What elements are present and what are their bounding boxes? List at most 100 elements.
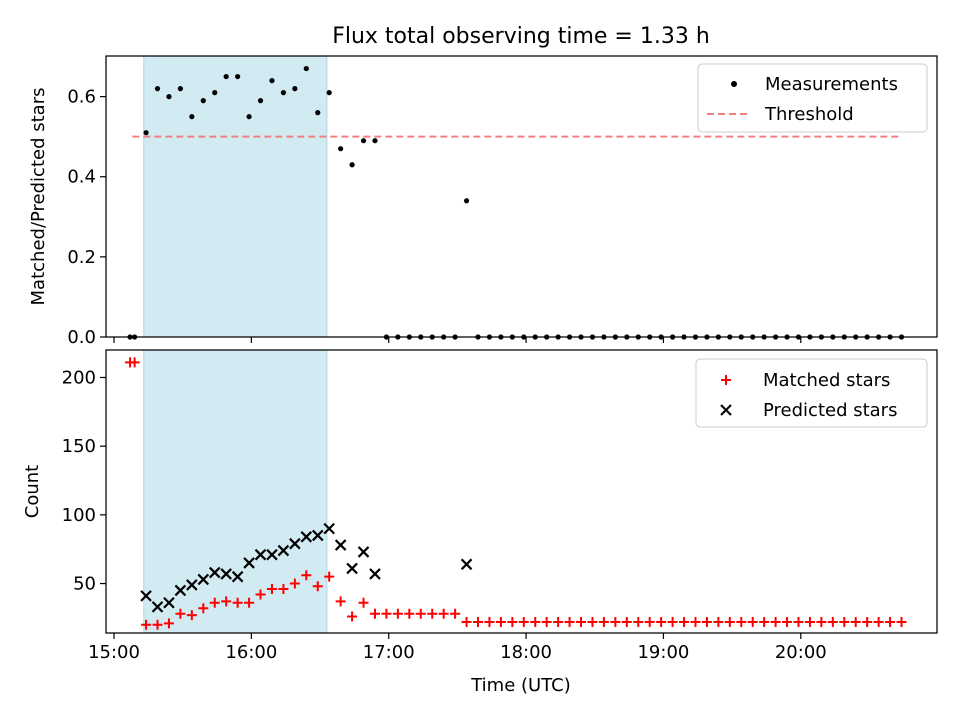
matched-star-point	[885, 617, 896, 628]
measurement-point	[338, 146, 344, 152]
bottom-y-axis-label: Count	[22, 465, 43, 518]
predicted-star-point	[243, 557, 255, 569]
matched-star-point	[644, 617, 655, 628]
predicted-star-point	[311, 529, 324, 542]
matched-star-point	[770, 617, 781, 628]
legend-label-threshold: Threshold	[764, 104, 854, 125]
matched-star-point	[438, 608, 449, 619]
measurement-point	[257, 98, 264, 104]
matched-star-point	[198, 603, 209, 614]
measurement-point	[154, 86, 161, 92]
matched-star-point	[850, 617, 861, 628]
matched-star-point	[690, 617, 701, 628]
predicted-star-point	[460, 558, 473, 571]
x-tick-label: 17:00	[363, 642, 415, 663]
matched-star-point	[186, 610, 197, 621]
measurement-point	[315, 110, 321, 116]
x-tick-label: 15:00	[88, 642, 140, 663]
measurement-point	[143, 130, 149, 136]
x-tick-label: 19:00	[637, 642, 689, 663]
measurement-point	[177, 86, 184, 92]
top-legend-box	[697, 63, 928, 133]
matched-star-point	[129, 357, 140, 368]
matched-star-point	[289, 578, 300, 589]
predicted-star-point	[140, 590, 152, 602]
y-tick-label: 100	[62, 505, 96, 526]
measurement-point	[223, 73, 229, 80]
measurement-point	[372, 138, 378, 144]
matched-star-point	[278, 584, 289, 595]
y-tick-label: 0.0	[67, 327, 96, 348]
predicted-star-point	[254, 548, 267, 561]
predicted-star-point	[208, 566, 221, 579]
predicted-star-point	[323, 522, 335, 535]
bottom-panel: 15:00 16:00 17:00 18:00 19:00 20:00 50 100 150 2…	[22, 349, 938, 696]
matched-star-point	[713, 617, 724, 628]
matched-star-point	[564, 617, 575, 628]
matched-star-point	[221, 596, 232, 607]
matched-star-point	[839, 617, 850, 628]
legend-item-measurements: Measurements	[731, 74, 898, 95]
matched-star-point	[827, 617, 838, 628]
top-x-ticks	[113, 337, 802, 343]
top-shaded-interval	[143, 55, 328, 338]
matched-star-point	[473, 617, 484, 628]
predicted-star-point	[197, 573, 210, 586]
legend-label-measurements: Measurements	[765, 74, 898, 95]
matched-star-point	[312, 581, 323, 592]
shaded-region	[143, 349, 328, 634]
top-panel: 0.0 0.2 0.4 0.6 Matched/Predicted stars Mea…	[28, 55, 938, 348]
matched-star-point	[679, 617, 690, 628]
y-tick-label: 50	[73, 574, 96, 595]
measurement-point	[349, 162, 355, 168]
count-points	[125, 357, 907, 630]
matched-star-point	[404, 608, 415, 619]
matched-star-point	[530, 617, 541, 628]
matched-star-point	[667, 617, 678, 628]
y-tick-label: 0.2	[67, 247, 96, 268]
matched-star-point	[873, 617, 884, 628]
matched-star-point	[576, 617, 587, 628]
x-tick-label: 20:00	[775, 642, 827, 663]
predicted-star-point	[231, 570, 244, 583]
matched-star-point	[163, 618, 174, 629]
matched-star-point	[392, 608, 403, 619]
matched-star-point	[358, 597, 369, 608]
matched-star-point	[782, 617, 793, 628]
predicted-star-point	[151, 601, 164, 613]
x-axis-label: Time (UTC)	[470, 675, 571, 696]
matched-star-point	[759, 617, 770, 628]
matched-star-point	[244, 597, 255, 608]
chart-title: Flux total observing time = 1.33 h	[332, 24, 710, 49]
measurement-point	[326, 90, 332, 96]
matched-star-point	[484, 617, 495, 628]
matched-star-point	[266, 584, 277, 595]
matched-star-point	[255, 589, 266, 600]
measurement-point	[269, 77, 275, 84]
matched-star-point	[324, 571, 335, 582]
bottom-legend: Matched stars Predicted stars	[695, 358, 928, 428]
matched-star-point	[610, 617, 621, 628]
predicted-star-point	[266, 548, 278, 561]
measurement-point	[166, 94, 172, 100]
matched-star-point	[495, 617, 506, 628]
shaded-region	[143, 55, 328, 338]
measurement-point	[212, 90, 218, 96]
legend-marker-x	[720, 404, 732, 416]
matched-star-point	[598, 617, 609, 628]
matched-star-point	[621, 617, 632, 628]
matched-star-point	[381, 608, 392, 619]
measurement-point	[463, 198, 470, 204]
measurement-point	[246, 114, 252, 120]
matched-star-point	[816, 617, 827, 628]
matched-star-point	[862, 617, 873, 628]
predicted-star-point	[300, 531, 313, 543]
bottom-y-ticks: 50 100 150 200	[62, 367, 106, 595]
matched-star-point	[736, 617, 747, 628]
matched-star-point	[301, 570, 312, 581]
predicted-star-point	[289, 537, 301, 550]
matched-star-point	[747, 617, 758, 628]
legend-item-predicted-stars: Predicted stars	[720, 400, 897, 421]
legend-label-predicted-stars: Predicted stars	[763, 400, 897, 421]
